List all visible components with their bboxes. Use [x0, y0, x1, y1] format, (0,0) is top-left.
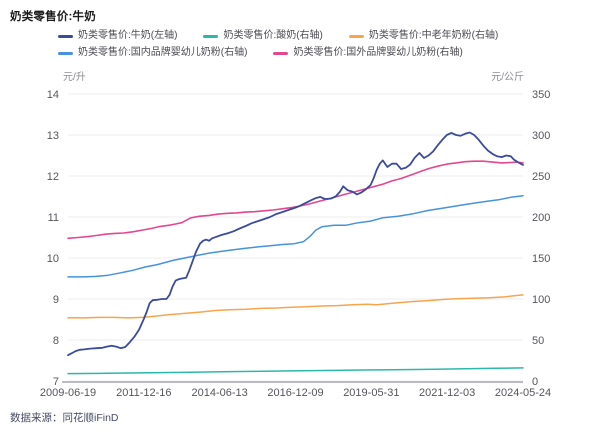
legend-swatch-domestic-infant-formula — [58, 51, 73, 55]
series-line-milk — [67, 131, 524, 357]
legend-label: 奶类零售价:国内品牌婴幼儿奶粉(右轴) — [78, 47, 248, 58]
x-axis-tick-label: 2009-06-19 — [40, 387, 96, 399]
y-axis-left-tick-label: 10 — [47, 253, 59, 265]
legend-label: 奶类零售价:酸奶(右轴) — [223, 30, 323, 41]
legend-swatch-milk — [58, 34, 73, 38]
legend-label: 奶类零售价:国外品牌婴幼儿奶粉(右轴) — [293, 47, 463, 58]
series-line-domestic-infant-formula — [67, 194, 524, 278]
y-axis-right-tick-label: 0 — [532, 376, 538, 388]
series-line-foreign-infant-formula — [67, 160, 524, 240]
y-axis-right-tick-label: 50 — [532, 335, 544, 347]
legend-item-elderly-milk-powder[interactable]: 奶类零售价:中老年奶粉(右轴) — [348, 30, 499, 42]
y-axis-left-tick-label: 11 — [48, 212, 59, 224]
y-axis-left-tick-label: 9 — [53, 294, 59, 306]
chart-title: 奶类零售价:牛奶 — [10, 11, 96, 23]
y-axis-left-tick-label: 12 — [47, 171, 59, 183]
legend-item-yogurt[interactable]: 奶类零售价:酸奶(右轴) — [203, 30, 323, 42]
legend-item-domestic-infant-formula[interactable]: 奶类零售价:国内品牌婴幼儿奶粉(右轴) — [58, 47, 247, 59]
y-axis-left-tick-label: 13 — [47, 130, 59, 142]
data-source: 数据来源：同花顺iFinD — [10, 412, 119, 424]
x-axis-tick-label: 2011-12-16 — [116, 387, 171, 399]
y-axis-right-tick-label: 350 — [532, 89, 550, 101]
legend-label: 奶类零售价:中老年奶粉(右轴) — [368, 30, 499, 41]
legend-swatch-foreign-infant-formula — [273, 51, 289, 55]
x-axis-tick-label: 2014-06-13 — [192, 387, 248, 399]
legend-label: 奶类零售价:牛奶(左轴) — [78, 30, 178, 41]
x-axis-tick-label: 2019-05-31 — [343, 387, 399, 399]
y-axis-right-tick-label: 250 — [532, 171, 550, 183]
series-line-yogurt — [67, 367, 524, 375]
legend-item-foreign-infant-formula[interactable]: 奶类零售价:国外品牌婴幼儿奶粉(右轴) — [273, 47, 463, 59]
legend-swatch-elderly-milk-powder — [348, 34, 364, 38]
x-axis-tick-label: 2021-12-03 — [419, 387, 475, 399]
x-axis-tick-label: 2024-05-24 — [495, 387, 551, 399]
x-axis-tick-label: 2016-12-09 — [267, 387, 323, 399]
y-axis-left-tick-label: 7 — [53, 376, 59, 388]
y-axis-left-tick-label: 14 — [47, 89, 59, 101]
left-axis-unit: 元/升 — [63, 72, 86, 83]
y-axis-right-tick-label: 100 — [532, 294, 550, 306]
legend-swatch-yogurt — [203, 34, 219, 38]
y-axis-right-tick-label: 200 — [532, 212, 550, 224]
y-axis-right-tick-label: 150 — [532, 253, 550, 265]
right-axis-unit: 元/公斤 — [491, 72, 524, 83]
series-line-elderly-milk-powder — [67, 294, 524, 319]
legend-item-milk[interactable]: 奶类零售价:牛奶(左轴) — [58, 30, 177, 42]
y-axis-right-tick-label: 300 — [532, 130, 550, 142]
y-axis-left-tick-label: 8 — [53, 335, 59, 347]
legend: 奶类零售价:牛奶(左轴) 奶类零售价:酸奶(右轴) 奶类零售价:中老年奶粉(右轴) 奶… — [58, 30, 538, 59]
